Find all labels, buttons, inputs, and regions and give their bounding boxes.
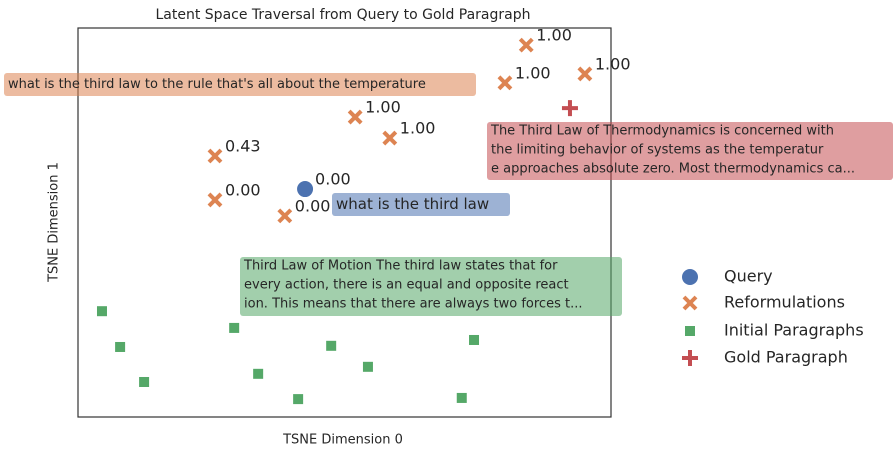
- annotation-box: [4, 73, 476, 96]
- point: [577, 66, 593, 82]
- legend-marker: [682, 269, 698, 285]
- point: [362, 361, 373, 372]
- annotation-box: [332, 193, 510, 216]
- legend-label: Gold Paragraph: [724, 348, 848, 367]
- legend-marker: [685, 326, 695, 336]
- point: [139, 376, 150, 387]
- annotation-text: e approaches absolute zero. Most thermod…: [491, 162, 855, 177]
- point: [382, 130, 398, 146]
- annotation-text: what is the third law: [336, 195, 489, 213]
- point: [96, 306, 107, 317]
- point: [277, 208, 293, 224]
- point-label: 1.00: [536, 26, 572, 45]
- point: [115, 341, 126, 352]
- point: [469, 334, 480, 345]
- point-label: 0.00: [225, 180, 261, 199]
- point-label: 1.00: [595, 54, 631, 73]
- point: [297, 181, 314, 198]
- point-label: 1.00: [365, 98, 401, 117]
- annotation-text: ion. This means that there are always tw…: [244, 297, 582, 312]
- point-label: 0.00: [315, 170, 351, 189]
- x-axis-label: TSNE Dimension 0: [282, 433, 403, 448]
- point: [293, 394, 304, 405]
- legend-marker: [682, 295, 698, 311]
- annotation-text: Third Law of Motion The third law states…: [243, 259, 558, 274]
- point: [207, 192, 223, 208]
- point-label: 1.00: [515, 63, 551, 82]
- legend-label: Query: [724, 267, 773, 286]
- legend-label: Initial Paragraphs: [724, 321, 864, 340]
- point: [253, 368, 264, 379]
- point-label: 0.43: [225, 136, 261, 155]
- plot-frame: [77, 27, 612, 418]
- annotation-box: [240, 257, 622, 316]
- point: [497, 75, 513, 91]
- point: [347, 109, 363, 125]
- y-axis-label: TSNE Dimension 1: [47, 162, 62, 283]
- point: [207, 148, 223, 164]
- chart-title: Latent Space Traversal from Query to Gol…: [156, 7, 531, 23]
- point: [326, 340, 337, 351]
- annotation-text: what is the third law to the rule that's…: [8, 77, 426, 92]
- annotation-text: every action, there is an equal and oppo…: [244, 278, 569, 293]
- point-label: 0.00: [295, 196, 331, 215]
- point: [456, 392, 467, 403]
- point: [229, 322, 240, 333]
- annotation-box: [487, 122, 893, 180]
- annotation-text: The Third Law of Thermodynamics is conce…: [490, 124, 834, 139]
- legend-marker: [682, 350, 698, 366]
- point: [561, 100, 578, 117]
- annotation-text: the limiting behavior of systems as the …: [491, 143, 824, 158]
- point-label: 1.00: [400, 119, 436, 138]
- point: [518, 37, 534, 53]
- legend-label: Reformulations: [724, 293, 845, 312]
